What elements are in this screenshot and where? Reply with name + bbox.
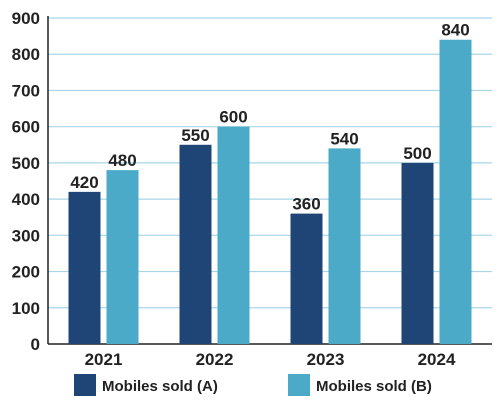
data-label-2022-series-1: 550: [181, 126, 209, 145]
x-tick-label-2022: 2022: [196, 350, 234, 369]
y-tick-label-600: 600: [12, 118, 40, 137]
data-label-2021-series-1: 420: [70, 173, 98, 192]
x-tick-label-2023: 2023: [307, 350, 345, 369]
y-tick-label-300: 300: [12, 226, 40, 245]
y-tick-label-900: 900: [12, 9, 40, 28]
y-tick-label-400: 400: [12, 190, 40, 209]
data-label-2024-series-1: 500: [403, 144, 431, 163]
bar-2021-series-1: [68, 191, 101, 344]
data-label-2023-series-2: 540: [330, 129, 358, 148]
x-tick-label-2024: 2024: [418, 350, 456, 369]
y-tick-label-700: 700: [12, 81, 40, 100]
data-label-2023-series-1: 360: [292, 195, 320, 214]
bar-2024-series-2: [439, 39, 472, 344]
bar-2023-series-1: [290, 213, 323, 344]
y-tick-label-200: 200: [12, 263, 40, 282]
legend-label-series-2: Mobiles sold (B): [316, 378, 432, 395]
legend-label-series-1: Mobiles sold (A): [102, 378, 218, 395]
legend-swatch-series-1: [74, 374, 96, 396]
y-tick-label-100: 100: [12, 299, 40, 318]
data-label-2021-series-2: 480: [108, 151, 136, 170]
x-tick-label-2021: 2021: [85, 350, 123, 369]
bar-2022-series-1: [179, 144, 212, 344]
y-tick-label-0: 0: [31, 335, 40, 354]
legend-swatch-series-2: [288, 374, 310, 396]
y-tick-label-800: 800: [12, 45, 40, 64]
bar-2024-series-1: [401, 162, 434, 344]
data-label-2022-series-2: 600: [219, 108, 247, 127]
bar-2021-series-2: [106, 170, 139, 344]
bar-2023-series-2: [328, 148, 361, 344]
bar-2022-series-2: [217, 126, 250, 345]
data-label-2024-series-2: 840: [441, 21, 469, 40]
y-tick-label-500: 500: [12, 154, 40, 173]
